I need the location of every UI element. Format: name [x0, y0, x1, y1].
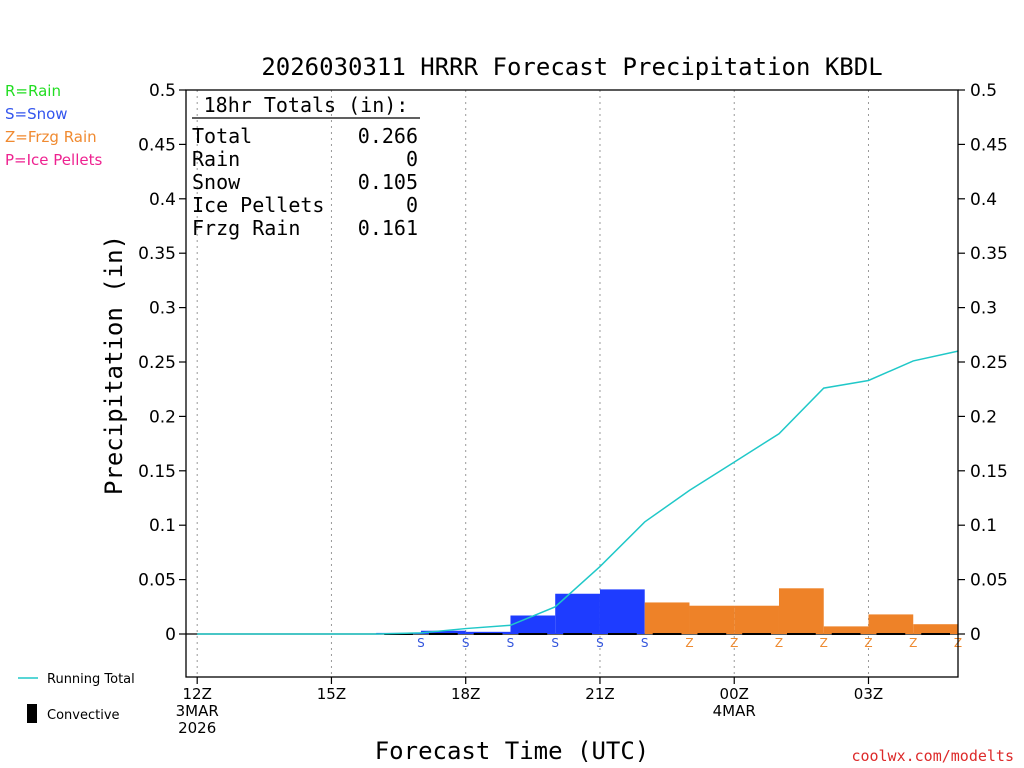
x-tick-label: 4MAR [713, 702, 756, 720]
y-tick-label-right: 0.2 [970, 407, 997, 427]
precip-bar [644, 602, 690, 634]
y-tick-label-left: 0.25 [138, 353, 176, 373]
x-tick-label: 18Z [451, 685, 480, 703]
precip-type-letter: Z [820, 636, 828, 650]
y-tick-label-left: 0.1 [149, 516, 176, 536]
y-tick-label-right: 0 [970, 625, 981, 645]
x-axis-label: Forecast Time (UTC) [375, 737, 650, 765]
legend-convective: Convective [47, 708, 120, 723]
precip-type-letter: S [462, 636, 470, 650]
x-tick-label: 00Z [720, 685, 749, 703]
x-tick-label: 15Z [317, 685, 346, 703]
totals-row-value: 0.266 [358, 124, 418, 148]
convective-swatch [27, 704, 37, 723]
y-tick-label-left: 0.05 [138, 571, 176, 591]
totals-row-label: Snow [192, 170, 241, 194]
precip-bar [689, 605, 735, 634]
precip-bar [465, 631, 511, 634]
precip-type-letter: S [551, 636, 559, 650]
type-legend-entry: R=Rain [5, 82, 61, 100]
totals-row-label: Ice Pellets [192, 193, 324, 217]
bottom-legend: Running Total Convective [18, 672, 135, 723]
y-tick-label-left: 0 [165, 625, 176, 645]
x-tick-label: 12Z [183, 685, 212, 703]
y-tick-label-left: 0.3 [149, 299, 176, 319]
y-tick-label-left: 0.5 [149, 81, 176, 101]
y-axis-label: Precipitation (in) [100, 235, 128, 495]
totals-box: 18hr Totals (in): Total 0.266 Rain 0 Snow 0.10… [192, 93, 420, 240]
totals-row-value: 0.105 [358, 170, 418, 194]
y-tick-label-right: 0.5 [970, 81, 997, 101]
y-tick-label-left: 0.4 [149, 190, 176, 210]
precip-bar [823, 626, 869, 634]
precip-bar [734, 605, 779, 634]
y-tick-label-right: 0.35 [970, 244, 1008, 264]
y-tick-label-right: 0.25 [970, 353, 1008, 373]
x-tick-label: 21Z [585, 685, 614, 703]
precip-bar [778, 588, 824, 634]
precip-type-letter: Z [730, 636, 738, 650]
y-tick-label-left: 0.2 [149, 407, 176, 427]
bars-group [376, 588, 958, 635]
precip-bar [420, 630, 466, 634]
y-tick-label-right: 0.05 [970, 571, 1008, 591]
plot-frame [185, 89, 959, 678]
x-tick-label: 03Z [854, 685, 883, 703]
precip-type-letter: S [507, 636, 515, 650]
y-tick-label-left: 0.45 [138, 135, 176, 155]
type-legend-entry: Z=Frzg Rain [5, 128, 97, 146]
y-tick-label-right: 0.15 [970, 462, 1008, 482]
y-tick-label-right: 0.3 [970, 299, 997, 319]
precip-type-letter: S [596, 636, 604, 650]
totals-row-label: Total [192, 124, 252, 148]
totals-row-label: Frzg Rain [192, 216, 300, 240]
precip-type-letter: S [641, 636, 649, 650]
y-axis-ticks: 0 0 0.05 0.05 0.1 0.1 0.15 0.15 0.2 0.2 0.25 0.25 0.… [138, 81, 1008, 645]
y-tick-label-left: 0.15 [138, 462, 176, 482]
precip-type-letter: S [417, 636, 425, 650]
credit-text: coolwx.com/modelts [851, 747, 1014, 765]
totals-row-value: 0 [406, 147, 418, 171]
x-tick-label: 3MAR [176, 702, 219, 720]
y-tick-label-right: 0.1 [970, 516, 997, 536]
precip-type-letter: Z [775, 636, 783, 650]
precip-type-legend: R=Rain S=Snow Z=Frzg Rain P=Ice Pellets [5, 82, 102, 169]
running-total-group [197, 350, 959, 635]
y-tick-label-right: 0.45 [970, 135, 1008, 155]
totals-row-label: Rain [192, 147, 240, 171]
precip-bar [599, 589, 645, 634]
precip-bar [510, 615, 556, 634]
x-tick-label: 2026 [178, 719, 216, 737]
precip-type-letter: Z [685, 636, 693, 650]
totals-row-value: 0 [406, 193, 418, 217]
y-tick-label-right: 0.4 [970, 190, 997, 210]
gridlines [186, 90, 958, 677]
type-legend-entry: P=Ice Pellets [5, 151, 102, 169]
running-total-line [197, 350, 959, 635]
precip-bar [868, 614, 914, 634]
y-tick-label-left: 0.35 [138, 244, 176, 264]
precip-type-letter: Z [909, 636, 917, 650]
totals-row-value: 0.161 [358, 216, 418, 240]
legend-running-total: Running Total [47, 672, 135, 687]
precip-bar [913, 624, 958, 634]
totals-header: 18hr Totals (in): [204, 93, 409, 117]
type-legend-entry: S=Snow [5, 105, 68, 123]
chart-title: 2026030311 HRRR Forecast Precipitation K… [261, 53, 882, 81]
precip-type-letter: Z [864, 636, 872, 650]
